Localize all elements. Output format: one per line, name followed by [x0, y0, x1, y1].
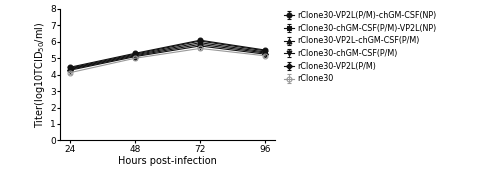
Legend: rClone30-VP2L(P/M)-chGM-CSF(NP), rClone30-chGM-CSF(P/M)-VP2L(NP), rClone30-VP2L-: rClone30-VP2L(P/M)-chGM-CSF(NP), rClone3…	[284, 10, 437, 84]
X-axis label: Hours post-infection: Hours post-infection	[118, 156, 217, 166]
Y-axis label: Titer(log10TCID$_{50}$/ml): Titer(log10TCID$_{50}$/ml)	[34, 22, 48, 128]
